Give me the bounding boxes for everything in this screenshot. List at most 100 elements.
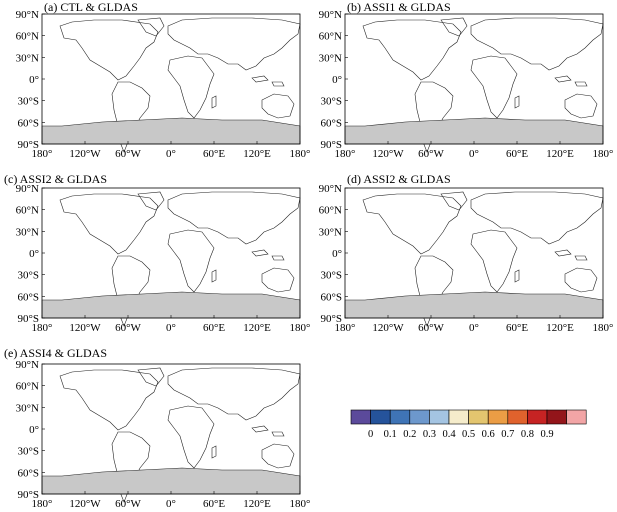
lon-tick-label: 120°W — [69, 498, 101, 510]
lon-tick-label: 60°W — [115, 148, 141, 160]
lon-tick-label: 0° — [469, 322, 479, 334]
lat-tick-label: 60°N — [319, 205, 342, 217]
colorbar-swatch — [409, 409, 430, 425]
lat-tick-label: 90°N — [16, 183, 39, 195]
colorbar-swatch — [487, 409, 509, 425]
lat-tick-label: 0° — [332, 248, 342, 260]
lat-tick-label: 90°S — [17, 139, 39, 151]
lat-tick-label: 60°N — [319, 31, 342, 43]
lon-tick-label: 180° — [32, 322, 53, 334]
colorbar-swatch — [507, 409, 528, 425]
panel-e-title: (e) ASSI4 & GLDAS — [4, 346, 107, 360]
lon-tick-label: 120°W — [372, 148, 404, 160]
lat-tick-label: 30°N — [16, 402, 39, 414]
panel-d-title: (d) ASSI2 & GLDAS — [347, 172, 451, 186]
lon-tick-label: 180° — [593, 322, 614, 334]
lat-tick-label: 60°N — [16, 381, 39, 393]
lat-tick-label: 60°S — [320, 291, 342, 303]
map-b — [345, 14, 603, 152]
lat-tick-label: 0° — [332, 74, 342, 86]
lon-tick-label: 0° — [469, 148, 479, 160]
panel-b — [345, 14, 603, 152]
colorbar-label: 0.4 — [442, 429, 456, 440]
panel-c — [42, 188, 300, 326]
lat-tick-label: 30°S — [320, 270, 342, 282]
colorbar-swatch — [429, 409, 450, 425]
colorbar-swatch — [370, 409, 391, 425]
lat-tick-label: 60°S — [17, 467, 39, 479]
lat-tick-label: 60°S — [320, 117, 342, 129]
lat-tick-label: 60°N — [16, 205, 39, 217]
lat-tick-label: 30°N — [16, 226, 39, 238]
lon-tick-label: 120°E — [243, 498, 271, 510]
lon-tick-label: 120°E — [243, 322, 271, 334]
lon-tick-label: 60°E — [203, 498, 225, 510]
lon-tick-label: 60°W — [418, 322, 444, 334]
lat-tick-label: 30°S — [320, 96, 342, 108]
lat-tick-label: 0° — [29, 74, 39, 86]
colorbar-label: 0.9 — [540, 429, 553, 440]
lon-tick-label: 180° — [335, 322, 356, 334]
colorbar-label: 0.5 — [462, 429, 475, 440]
colorbar-swatch — [350, 409, 371, 425]
map-c — [42, 188, 300, 326]
colorbar-swatch — [527, 409, 548, 425]
colorbar-label: 0 — [368, 429, 373, 440]
lon-tick-label: 120°W — [69, 148, 101, 160]
colorbar-label: 0.3 — [423, 429, 436, 440]
panel-b-title: (b) ASSI1 & GLDAS — [347, 0, 451, 14]
lat-tick-label: 30°S — [17, 446, 39, 458]
map-d — [345, 188, 603, 326]
lon-tick-label: 0° — [166, 322, 176, 334]
lon-tick-label: 60°E — [203, 322, 225, 334]
map-a — [42, 14, 300, 152]
lon-tick-label: 120°E — [546, 148, 574, 160]
lat-tick-label: 90°S — [17, 489, 39, 501]
lon-tick-label: 60°W — [418, 148, 444, 160]
colorbar-swatch — [546, 409, 567, 425]
lon-tick-label: 120°E — [546, 322, 574, 334]
lat-tick-label: 30°N — [319, 226, 342, 238]
lat-tick-label: 90°N — [319, 9, 342, 21]
panel-a — [42, 14, 300, 152]
lat-tick-label: 90°N — [16, 359, 39, 371]
panel-a-title: (a) CTL & GLDAS — [44, 0, 138, 14]
panel-d — [345, 188, 603, 326]
lat-tick-label: 30°S — [17, 270, 39, 282]
lon-tick-label: 180° — [290, 148, 311, 160]
lat-tick-label: 90°N — [319, 183, 342, 195]
colorbar-label: 0.1 — [384, 429, 397, 440]
colorbar-swatch — [389, 409, 411, 425]
colorbar-label: 0.8 — [521, 429, 534, 440]
lon-tick-label: 60°E — [203, 148, 225, 160]
lon-tick-label: 120°W — [69, 322, 101, 334]
colorbar-label: 0.6 — [482, 429, 495, 440]
lon-tick-label: 180° — [290, 498, 311, 510]
lon-tick-label: 60°E — [506, 322, 528, 334]
lon-tick-label: 120°E — [243, 148, 271, 160]
lat-tick-label: 30°N — [16, 52, 39, 64]
lon-tick-label: 0° — [166, 148, 176, 160]
panel-c-title: (c) ASSI2 & GLDAS — [4, 172, 107, 186]
lon-tick-label: 60°W — [115, 498, 141, 510]
lat-tick-label: 90°S — [320, 139, 342, 151]
lon-tick-label: 180° — [32, 498, 53, 510]
lon-tick-label: 60°W — [115, 322, 141, 334]
lon-tick-label: 60°E — [506, 148, 528, 160]
colorbar-swatch — [468, 409, 489, 425]
lat-tick-label: 0° — [29, 424, 39, 436]
lon-tick-label: 0° — [166, 498, 176, 510]
lon-tick-label: 180° — [290, 322, 311, 334]
lat-tick-label: 60°S — [17, 291, 39, 303]
lat-tick-label: 60°S — [17, 117, 39, 129]
colorbar-label: 0.7 — [501, 429, 514, 440]
colorbar-swatch — [566, 409, 587, 425]
colorbar: 0 0.1 0.2 0.3 0.4 0.5 0.6 0.7 0.8 0.9 — [350, 409, 587, 440]
lat-tick-label: 60°N — [16, 31, 39, 43]
colorbar-swatch — [448, 409, 469, 425]
lat-tick-label: 0° — [29, 248, 39, 260]
lat-tick-label: 90°N — [16, 9, 39, 21]
lon-tick-label: 180° — [593, 148, 614, 160]
map-e — [42, 364, 300, 502]
